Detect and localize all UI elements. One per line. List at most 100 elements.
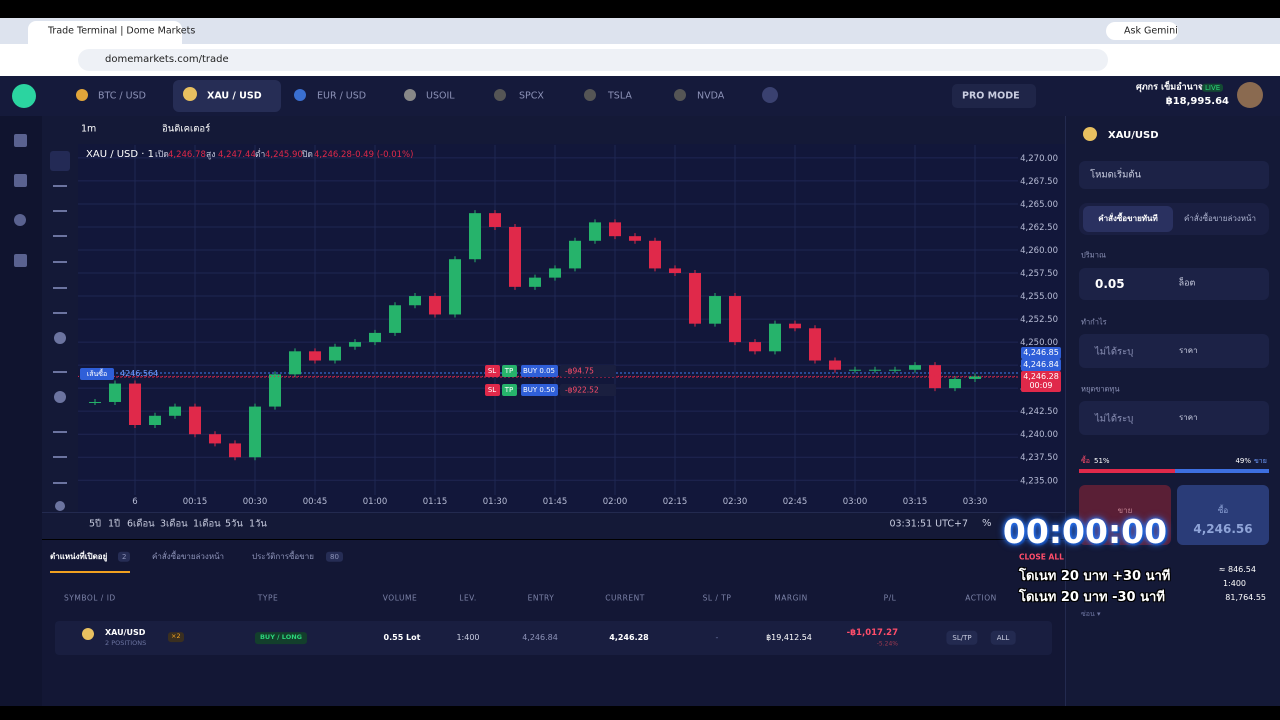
mode-select[interactable] [1079,161,1269,189]
tab-count: 2 [118,551,131,563]
tp-input[interactable] [1079,334,1269,368]
price-tag-label: 4,246.84 [1023,360,1059,370]
tool[interactable] [53,431,67,433]
sell-label[interactable]: ขาย [1117,506,1133,516]
tool[interactable] [53,210,67,212]
period-button[interactable]: 1เดือน [193,518,221,530]
percent-toggle[interactable]: % [982,518,992,529]
sl-unit[interactable]: ราคา [1179,413,1198,423]
period-button[interactable]: 5วัน [225,518,243,530]
period-button[interactable]: 3เดือน [160,518,188,530]
period-button[interactable]: 6เดือน [127,518,155,530]
hide-toggle[interactable]: ซ่อน ▾ [1081,609,1101,618]
tp-tag[interactable] [502,365,517,377]
row-pl-pct: -5.24% [876,640,898,648]
overlay-text: โดเนท 20 บาท +30 นาที [1019,569,1171,585]
close-all[interactable]: CLOSE ALL [1019,552,1064,562]
symbol-tab[interactable]: USOIL [426,90,455,102]
clock: 03:31:51 UTC+7 [889,518,968,530]
url-field[interactable] [78,49,1108,71]
symbol-tab[interactable]: XAU / USD [207,90,262,102]
tool[interactable] [53,482,67,484]
all-button[interactable]: ALL [990,630,1016,646]
browser-tab[interactable] [28,21,182,44]
interval[interactable]: 1m [81,123,97,135]
column-header: VOLUME [382,593,418,603]
tool[interactable] [53,185,67,187]
tool[interactable] [53,371,67,373]
positions-tab[interactable]: ตำแหน่งที่เปิดอยู่ [50,552,108,562]
y-tick-label: 4,237.50 [1020,453,1058,463]
sl-tag[interactable] [485,384,500,396]
buy-button[interactable] [1177,485,1269,545]
sidebar-icon[interactable] [14,214,26,226]
sidebar-icon[interactable] [14,254,27,267]
sl-label[interactable]: SL [487,385,497,394]
candle [809,328,821,361]
order-label[interactable]: BUY 0.50 [522,385,556,394]
symbol-tab[interactable]: BTC / USD [98,90,146,102]
tool[interactable] [54,391,66,403]
buy-label[interactable]: ซื้อ [1217,506,1229,516]
period-button[interactable]: 1วัน [249,518,267,530]
positions-tab[interactable]: ประวัติการซื้อขาย [252,552,314,562]
sidebar-icon[interactable] [14,174,27,187]
tp-label[interactable]: TP [504,366,514,375]
order-tag[interactable] [521,384,558,396]
mode-value[interactable]: โหมดเริ่มต้น [1090,169,1142,181]
symbol-tab[interactable]: TSLA [608,90,632,102]
indicators[interactable]: อินดิเคเตอร์ [162,123,211,135]
symbol-tab[interactable]: EUR / USD [317,90,367,102]
avatar[interactable] [1237,82,1263,108]
sell-button[interactable] [1079,485,1171,545]
url[interactable]: domemarkets.com/trade [105,54,229,65]
tool[interactable] [53,312,67,314]
add-tab[interactable] [762,87,778,103]
positions-tab[interactable]: คำสั่งซื้อขายล่วงหน้า [152,552,225,562]
sltp-button[interactable]: SL/TP [946,630,978,646]
tp-tag[interactable] [502,384,517,396]
tp-label[interactable]: TP [504,385,514,394]
tab-title[interactable]: Trade Terminal | Dome Markets [48,25,196,37]
pro-mode[interactable]: PRO MODE [962,90,1020,102]
pending-tab-label[interactable]: คำสั่งซื้อขายล่วงหน้า [1183,214,1257,224]
symbol-tab[interactable]: SPCX [519,90,544,102]
crosshair-tool[interactable] [50,151,70,171]
tool[interactable] [53,261,67,263]
symbol-tab[interactable]: NVDA [697,90,725,102]
ohlc-open: 4,246.78 [168,149,206,160]
ohlc-open-label: เปิด [155,149,169,160]
tool[interactable] [54,332,66,344]
buy-price[interactable]: 4,246.56 [1193,521,1253,536]
row-pl: -฿1,017.27 [846,627,898,638]
gemini-button[interactable] [1106,22,1178,40]
y-tick-label: 4,250.00 [1020,338,1058,348]
y-tick-label: 4,265.00 [1020,200,1058,210]
tool[interactable] [53,456,67,458]
sl-label[interactable]: SL [487,366,497,375]
tool[interactable] [53,287,67,289]
pro-mode-button[interactable] [952,84,1036,108]
period-button[interactable]: 5ปี [89,518,102,530]
candle [409,296,421,306]
sidebar-icon[interactable] [14,134,27,147]
field-label: ทำกำไร [1081,317,1107,327]
candle [909,365,921,370]
tp-unit[interactable]: ราคา [1179,346,1198,356]
sl-input[interactable] [1079,401,1269,435]
market-tab-label[interactable]: คำสั่งซื้อขายทันที [1098,214,1158,224]
market-tab[interactable] [1083,206,1173,232]
drawing-tools [42,144,78,512]
position-row[interactable] [55,621,1052,655]
gemini-label[interactable]: Ask Gemini [1124,25,1178,37]
volume-input[interactable] [1079,268,1269,300]
sl-tag[interactable] [485,365,500,377]
candle [489,213,501,227]
order-label[interactable]: BUY 0.05 [522,366,556,375]
tool[interactable] [55,501,65,511]
tool[interactable] [53,235,67,237]
candle [209,434,221,444]
period-button[interactable]: 1ปี [108,518,121,530]
order-tag[interactable] [521,365,558,377]
column-header: ENTRY [527,593,555,603]
